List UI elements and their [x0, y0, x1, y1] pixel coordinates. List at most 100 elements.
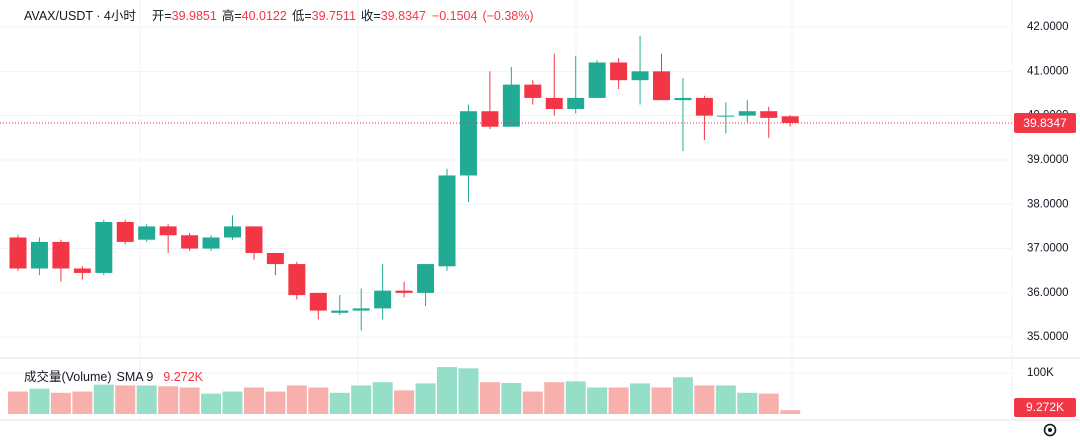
last-price-label: 39.8347 — [1023, 116, 1067, 130]
volume-title: 成交量(Volume) — [24, 369, 112, 384]
candle-body — [138, 226, 156, 240]
candle-body — [309, 292, 327, 311]
volume-bar — [501, 382, 522, 414]
candle-body — [73, 268, 91, 273]
volume-bar — [758, 393, 779, 414]
volume-badge — [1014, 398, 1076, 417]
ohlc-value: 40.0122 — [242, 9, 287, 23]
y-tick-label: 36.0000 — [1027, 287, 1069, 299]
volume-bar — [286, 385, 307, 414]
chart-header: AVAX/USDT · 4小时 开=39.9851 高=40.0122 低=39.75… — [24, 8, 534, 23]
candle-body — [159, 226, 177, 236]
candle-body — [631, 71, 649, 81]
candle-body — [610, 62, 628, 81]
y-tick-label: 39.0000 — [1027, 154, 1069, 166]
volume-bar — [72, 391, 93, 414]
candle-body — [760, 111, 778, 118]
volume-value: 9.272K — [163, 370, 203, 384]
volume-bar — [672, 377, 693, 414]
candle-body — [695, 97, 713, 116]
volume-bar — [372, 382, 393, 414]
volume-bar — [243, 387, 264, 414]
volume-bar — [394, 390, 415, 414]
candle-body — [717, 115, 735, 117]
ohlc-value: 39.7511 — [312, 9, 356, 23]
candle-body — [417, 264, 435, 293]
indicator-name: SMA 9 — [117, 370, 154, 384]
candle-body — [459, 111, 477, 176]
volume-bar — [715, 385, 736, 414]
volume-bar — [29, 388, 50, 414]
volume-bar — [308, 387, 329, 414]
volume-bar — [737, 392, 758, 414]
volume-bar — [115, 385, 136, 414]
candle-body — [524, 84, 542, 98]
volume-bar — [179, 387, 200, 414]
volume-badge-label: 9.272K — [1026, 400, 1064, 414]
volume-bar — [8, 391, 28, 414]
candle-body — [374, 290, 392, 309]
volume-bar — [351, 385, 372, 414]
volume-bar — [630, 383, 651, 414]
candle-body — [266, 252, 284, 265]
volume-bar — [565, 381, 586, 414]
last-price-badge — [1014, 112, 1076, 133]
volume-bar — [136, 385, 157, 414]
volume-bar — [329, 392, 350, 414]
candle-body — [545, 97, 563, 109]
candle-body — [781, 116, 799, 123]
volume-bar — [222, 391, 243, 414]
candle-body — [52, 241, 70, 269]
y-tick-label: 37.0000 — [1027, 243, 1069, 255]
volume-bar — [201, 393, 222, 414]
ohlc-value: 39.8347 — [381, 9, 426, 23]
y-tick-label: 38.0000 — [1027, 198, 1069, 210]
volume-bar — [158, 386, 179, 414]
ohlc-label: 低= — [292, 9, 312, 23]
ohlc-value: 39.9851 — [172, 9, 217, 23]
volume-bar — [522, 391, 543, 414]
gear-icon[interactable] — [1043, 423, 1057, 437]
candle-body — [588, 62, 606, 98]
volume-bar — [587, 387, 608, 414]
candle-body — [502, 84, 520, 127]
volume-bar — [265, 391, 286, 414]
volume-bar — [651, 387, 672, 414]
candle-body — [352, 308, 370, 311]
volume-bar — [437, 367, 457, 414]
symbol-title: AVAX/USDT · 4小时 — [24, 9, 136, 23]
ohlc-label: 收= — [361, 9, 381, 23]
y-tick-label: 100K — [1027, 367, 1054, 379]
candle-body — [653, 71, 670, 101]
volume-header: 成交量(Volume) SMA 9 9.272K — [24, 369, 204, 384]
volume-bar — [458, 368, 479, 414]
settings-button[interactable] — [1043, 423, 1057, 437]
candle-body — [331, 310, 349, 313]
candle-body — [567, 97, 585, 109]
gear-icon-center[interactable] — [1048, 428, 1052, 432]
candle-body — [116, 221, 134, 242]
candle-body — [181, 235, 199, 249]
candle-body — [481, 111, 499, 127]
y-tick-label: 41.0000 — [1027, 65, 1069, 77]
candle-body — [395, 290, 413, 293]
candle-body — [288, 264, 306, 296]
change-value: −0.1504 — [432, 9, 478, 23]
y-tick-label: 42.0000 — [1027, 21, 1069, 33]
change-percent: (−0.38%) — [482, 9, 533, 23]
candle-body — [9, 237, 27, 269]
candle-body — [95, 221, 113, 273]
ohlc-label: 高= — [222, 8, 242, 23]
candle-body — [245, 226, 263, 253]
candle-body — [30, 241, 48, 269]
volume-bar — [415, 383, 436, 414]
volume-bar — [93, 384, 114, 414]
y-tick-label: 35.0000 — [1027, 331, 1069, 343]
candle-body — [738, 111, 756, 116]
volume-bar — [694, 385, 715, 414]
volume-bar — [608, 387, 629, 414]
candle-body — [202, 237, 220, 249]
volume-bar — [544, 382, 565, 414]
